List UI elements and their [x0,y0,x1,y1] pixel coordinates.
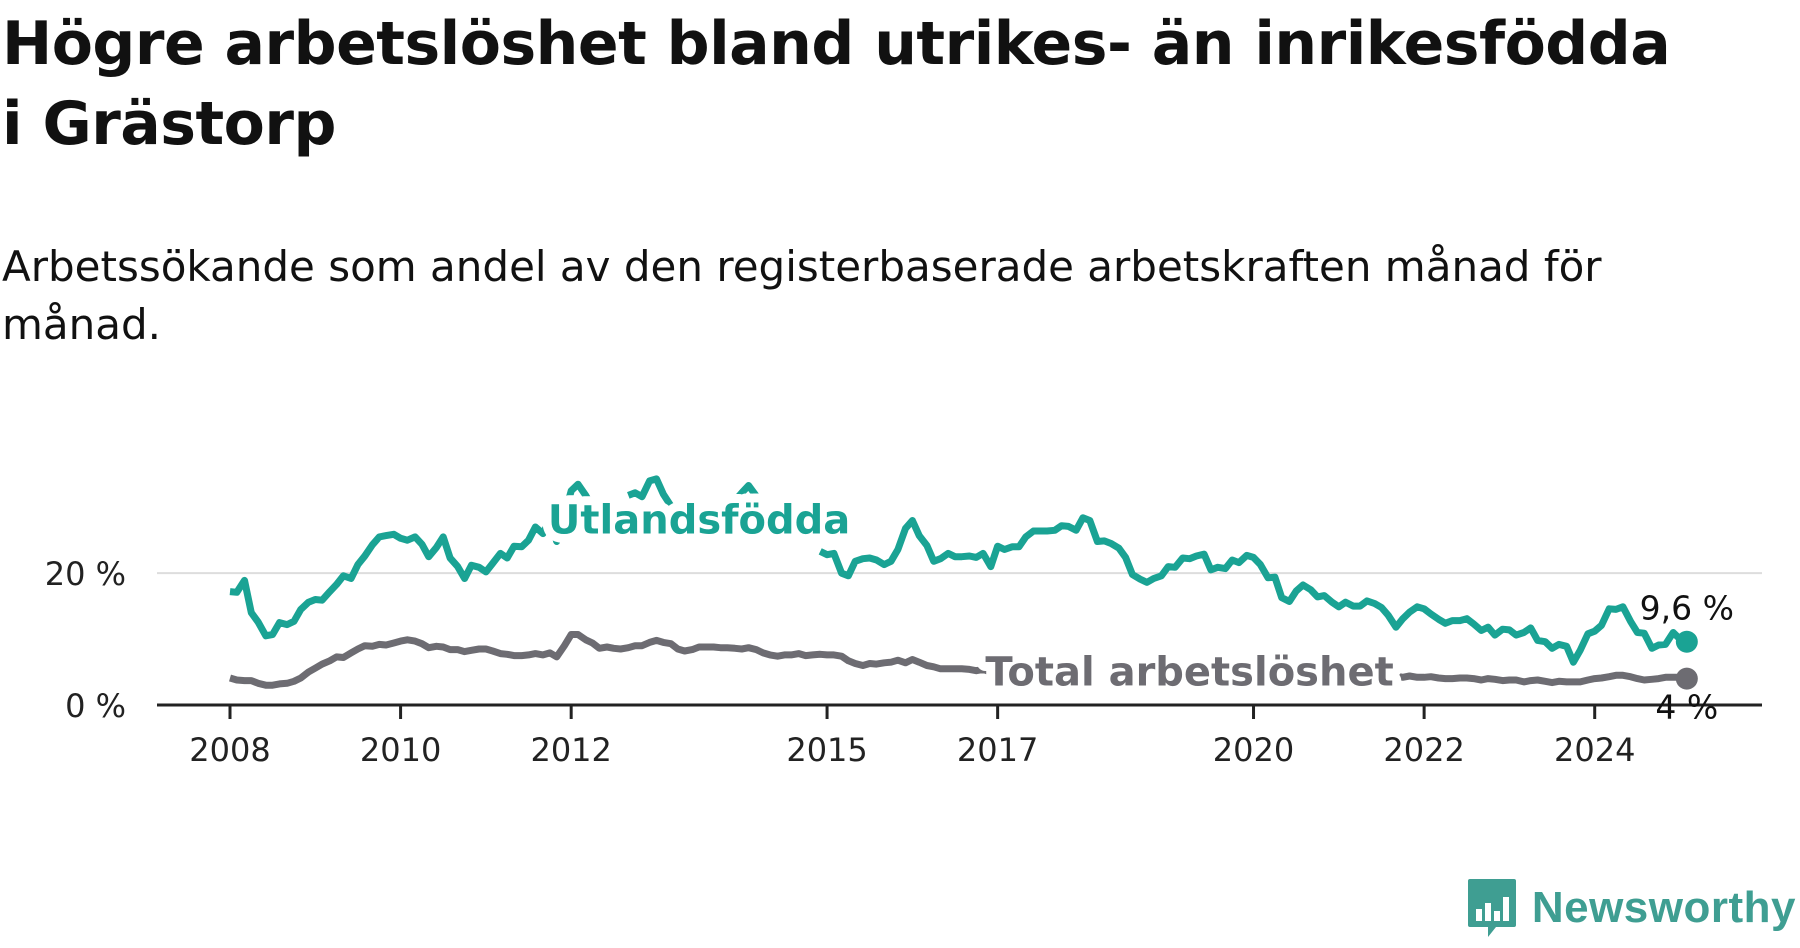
series-label-halo: Total arbetslöshet [985,650,1393,696]
end-label-total: 4 % [1655,688,1718,727]
x-tick-label: 2022 [1383,731,1464,769]
x-tick-label: 2024 [1554,731,1635,769]
y-tick-label: 20 % [45,555,126,593]
series-label-total: Total arbetslöshet [985,650,1393,696]
end-point-utlandsfodda [1675,630,1698,653]
brand-name: Newsworthy [1531,883,1796,932]
series-label-utlandsfodda: Utlandsfödda [548,497,850,543]
x-tick-label: 2010 [360,731,441,769]
grid-layer: 0 % 20 % 2008 2010 2012 2015 2017 2020 2022 2024 [45,555,1762,769]
x-tick-label: 2008 [189,731,270,769]
x-tick-label: 2017 [957,731,1038,769]
chart-title: Högre arbetslöshet bland utrikes- än inr… [2,9,1671,159]
series-line-total [229,631,1688,689]
series-line-utlandsfodda [229,475,1689,666]
y-tick-label: 0 % [65,687,126,725]
line-layer [229,475,1698,690]
newsworthy-logo-icon [1467,879,1516,937]
x-tick-label: 2012 [530,731,611,769]
brand: Newsworthy [1466,868,1796,948]
chart-subtitle: Arbetssökande som andel av den registerb… [2,242,1602,349]
x-tick-label: 2015 [786,731,867,769]
x-tick-label: 2020 [1213,731,1294,769]
series-label-halo: Utlandsfödda [548,497,850,543]
end-label-utlandsfodda: 9,6 % [1640,589,1734,628]
end-point-total [1675,667,1698,690]
